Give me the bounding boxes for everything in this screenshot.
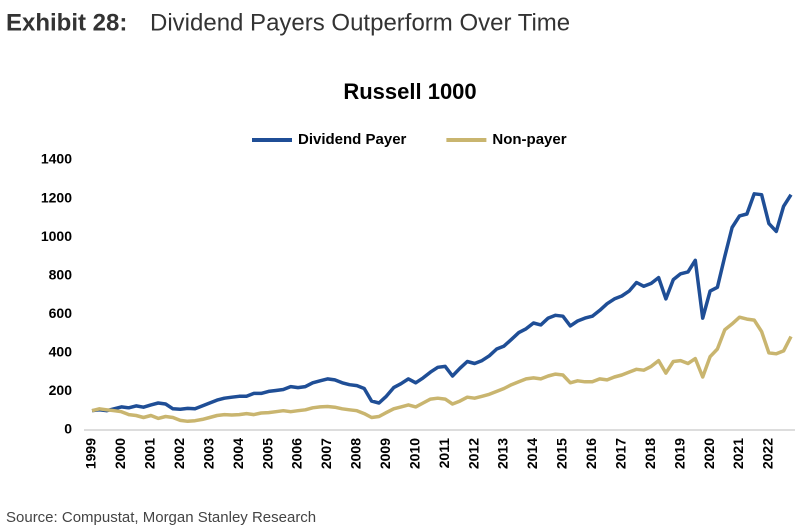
x-tick-label: 2003 <box>200 438 216 469</box>
x-tick-label: 2017 <box>612 438 628 469</box>
x-tick-label: 2005 <box>259 438 275 469</box>
exhibit-label: Exhibit 28: <box>6 9 127 36</box>
series-line <box>91 192 793 413</box>
y-tick-label: 1000 <box>41 228 72 244</box>
x-tick-label: 2002 <box>171 438 187 469</box>
y-tick-label: 600 <box>49 305 73 321</box>
x-tick-label: 2018 <box>642 438 658 469</box>
x-tick-label: 2010 <box>406 438 422 469</box>
x-tick-label: 2001 <box>142 438 158 469</box>
x-tick-label: 2022 <box>760 438 776 469</box>
chart-title: Russell 1000 <box>343 79 476 104</box>
x-tick-label: 2007 <box>318 438 334 469</box>
x-tick-label: 2014 <box>524 438 540 469</box>
x-tick-label: 2008 <box>348 438 364 469</box>
y-tick-label: 0 <box>64 421 72 437</box>
source-note: Source: Compustat, Morgan Stanley Resear… <box>6 509 316 526</box>
y-tick-label: 800 <box>49 266 73 282</box>
x-tick-label: 2013 <box>495 438 511 469</box>
y-tick-label: 200 <box>49 382 73 398</box>
x-tick-label: 2020 <box>701 438 717 469</box>
x-tick-label: 2011 <box>436 438 452 469</box>
x-tick-label: 2012 <box>465 438 481 469</box>
x-tick-label: 2000 <box>112 438 128 469</box>
x-tick-label: 2019 <box>671 438 687 469</box>
legend-label: Non-payer <box>492 131 566 148</box>
y-tick-label: 1400 <box>41 151 72 167</box>
x-tick-label: 2015 <box>554 438 570 469</box>
legend-label: Dividend Payer <box>298 131 407 148</box>
y-tick-label: 400 <box>49 344 73 360</box>
y-tick-label: 1200 <box>41 189 72 205</box>
x-tick-label: 2016 <box>583 438 599 469</box>
exhibit-title: Dividend Payers Outperform Over Time <box>150 9 570 36</box>
x-tick-label: 2006 <box>289 438 305 469</box>
x-tick-label: 2009 <box>377 438 393 469</box>
x-tick-label: 2004 <box>230 438 246 469</box>
x-tick-label: 1999 <box>83 438 99 469</box>
series-line <box>91 315 793 424</box>
x-tick-label: 2021 <box>730 438 746 469</box>
